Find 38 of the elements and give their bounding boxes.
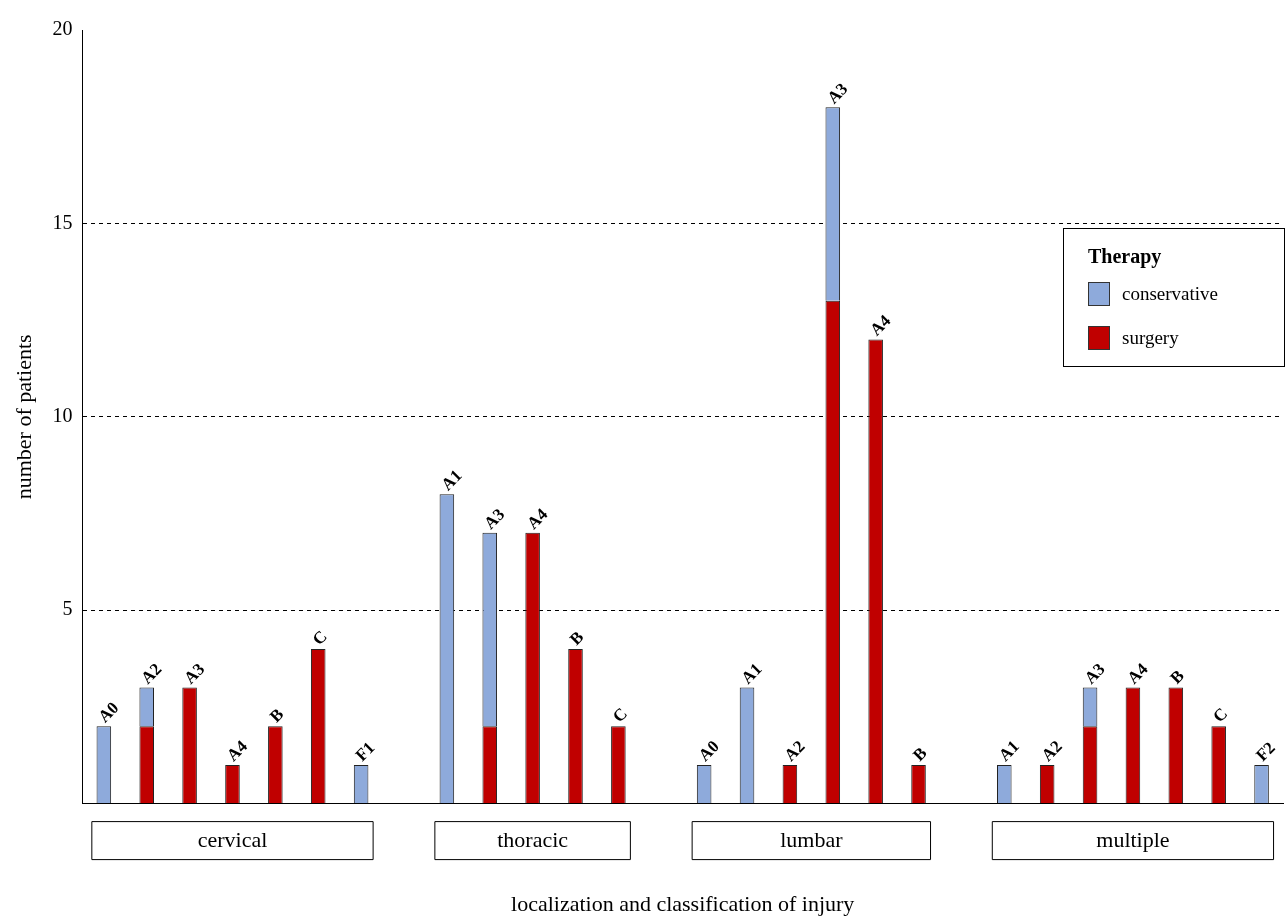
y-axis-title: number of patients bbox=[10, 334, 36, 500]
text: cervical bbox=[197, 827, 268, 853]
y-tick-label: 15 bbox=[52, 210, 73, 233]
x-tick-label: F2 bbox=[1252, 738, 1279, 765]
x-tick-label: B bbox=[265, 704, 288, 727]
y-tick-label: 10 bbox=[52, 404, 73, 427]
x-tick-label: A0 bbox=[694, 736, 723, 765]
x-tick-label: A2 bbox=[1037, 736, 1066, 765]
x-tick-label: F1 bbox=[351, 738, 379, 765]
x-tick-label: A4 bbox=[222, 736, 252, 765]
x-tick-label: A4 bbox=[866, 310, 895, 340]
x-tick-label: A1 bbox=[737, 659, 766, 688]
legend-label: conservative bbox=[1122, 283, 1219, 305]
y-tick-label: 20 bbox=[52, 17, 73, 40]
legend-title: Therapy bbox=[1088, 245, 1163, 268]
x-axis-title: localization and classification of injury bbox=[511, 890, 855, 916]
x-tick-label: B bbox=[1166, 666, 1188, 688]
x-tick-label: A1 bbox=[994, 736, 1023, 765]
x-tick-label: A3 bbox=[1080, 659, 1109, 688]
y-tick-label: 5 bbox=[62, 597, 73, 620]
x-tick-label: C bbox=[608, 704, 631, 727]
x-tick-label: B bbox=[566, 627, 588, 649]
x-tick-label: A4 bbox=[523, 504, 552, 533]
x-tick-label: A1 bbox=[437, 465, 466, 495]
x-tick-label: C bbox=[1209, 704, 1232, 727]
x-tick-label: A2 bbox=[137, 659, 166, 688]
x-tick-label: A0 bbox=[94, 698, 123, 727]
legend-label: surgery bbox=[1122, 327, 1179, 349]
x-tick-label: A3 bbox=[480, 504, 509, 533]
x-tick-label: A3 bbox=[180, 659, 209, 688]
x-tick-label: A3 bbox=[823, 79, 852, 108]
text: multiple bbox=[1096, 827, 1170, 853]
x-tick-label: A4 bbox=[1123, 659, 1152, 688]
x-tick-label: C bbox=[308, 626, 331, 649]
x-tick-label: B bbox=[909, 743, 931, 765]
x-tick-label: A2 bbox=[780, 736, 809, 765]
text: lumbar bbox=[780, 827, 844, 853]
text: thoracic bbox=[497, 827, 569, 853]
